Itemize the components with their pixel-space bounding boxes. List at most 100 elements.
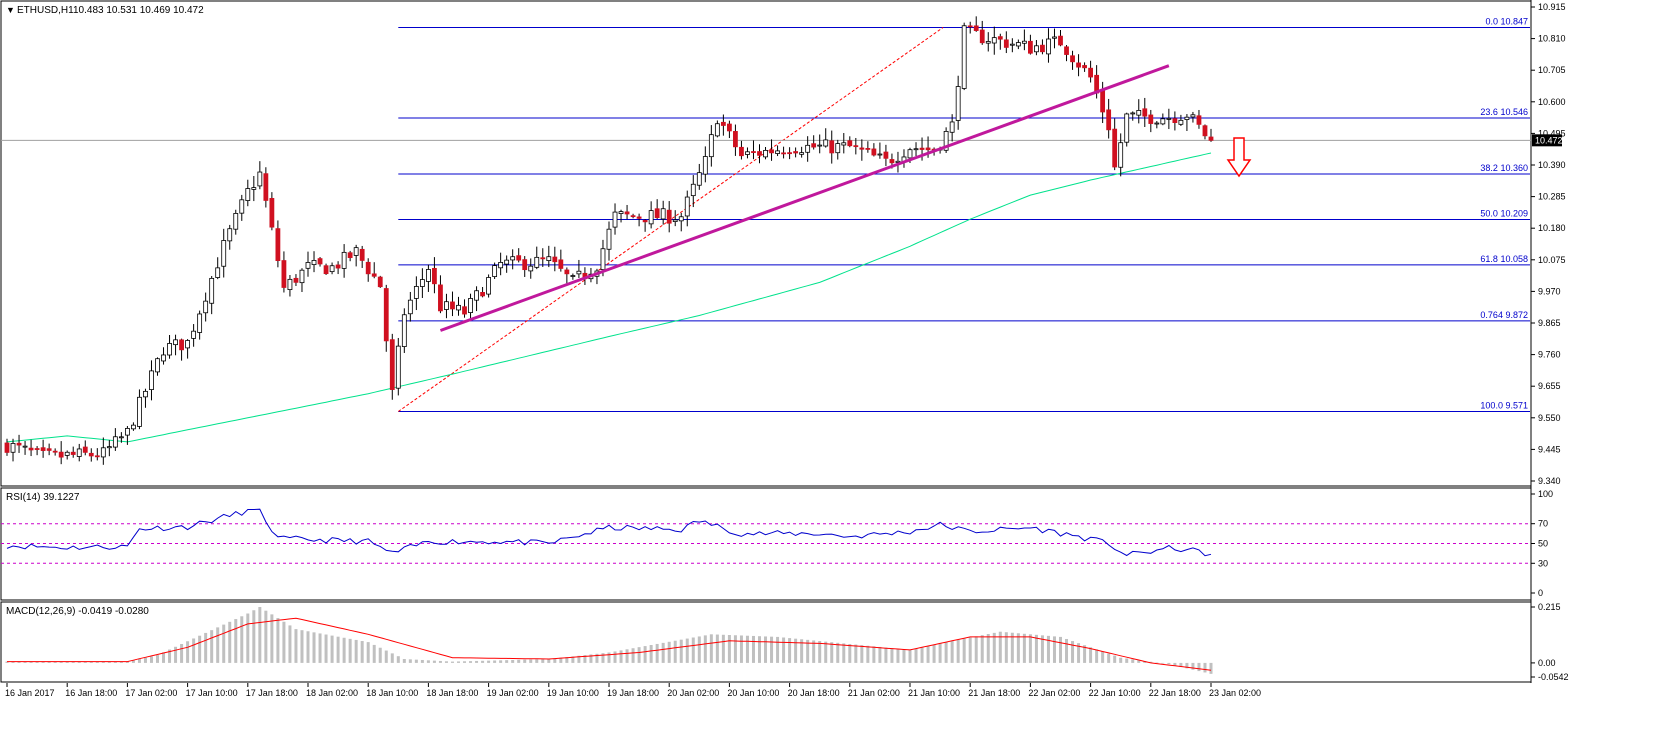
- candle[interactable]: [714, 120, 720, 138]
- candle[interactable]: [64, 450, 70, 460]
- candle[interactable]: [618, 209, 624, 223]
- candle[interactable]: [733, 124, 738, 156]
- candle[interactable]: [1070, 50, 1075, 70]
- candle[interactable]: [648, 201, 654, 229]
- candle[interactable]: [1021, 29, 1027, 51]
- candle[interactable]: [401, 308, 407, 353]
- candle[interactable]: [480, 287, 485, 298]
- macd-signal-line[interactable]: [7, 617, 1212, 671]
- candle[interactable]: [456, 296, 461, 316]
- candle[interactable]: [40, 439, 46, 458]
- candle[interactable]: [799, 146, 805, 158]
- candle[interactable]: [1130, 111, 1136, 121]
- candle[interactable]: [1124, 112, 1130, 147]
- candle[interactable]: [1208, 128, 1214, 142]
- candle[interactable]: [1064, 45, 1069, 62]
- candle[interactable]: [179, 338, 184, 361]
- candle[interactable]: [269, 192, 275, 231]
- candle[interactable]: [751, 140, 756, 160]
- candle[interactable]: [450, 291, 455, 317]
- candle[interactable]: [985, 32, 991, 52]
- candle[interactable]: [883, 144, 889, 167]
- candle[interactable]: [281, 251, 287, 293]
- candle[interactable]: [227, 224, 233, 250]
- candle[interactable]: [702, 146, 708, 183]
- candle[interactable]: [967, 21, 973, 34]
- candle[interactable]: [612, 203, 618, 235]
- candle[interactable]: [853, 137, 859, 155]
- candle[interactable]: [275, 220, 281, 268]
- candle[interactable]: [251, 176, 257, 202]
- candle[interactable]: [353, 244, 359, 267]
- candle[interactable]: [257, 161, 263, 190]
- candle[interactable]: [636, 213, 642, 227]
- candle[interactable]: [1076, 54, 1081, 77]
- candle[interactable]: [76, 443, 82, 462]
- candle[interactable]: [1196, 109, 1202, 129]
- candle[interactable]: [311, 251, 317, 273]
- candle[interactable]: [419, 268, 425, 298]
- candle[interactable]: [865, 141, 871, 153]
- candle[interactable]: [811, 135, 817, 150]
- candle[interactable]: [1166, 108, 1172, 130]
- candle[interactable]: [504, 255, 510, 273]
- candle[interactable]: [841, 133, 847, 154]
- candle[interactable]: [137, 389, 142, 430]
- candle[interactable]: [546, 245, 552, 268]
- candle[interactable]: [335, 261, 341, 275]
- candle[interactable]: [173, 334, 178, 356]
- candle[interactable]: [395, 337, 401, 396]
- candle[interactable]: [377, 275, 383, 288]
- candle[interactable]: [407, 291, 413, 322]
- candle[interactable]: [438, 275, 443, 314]
- candle[interactable]: [943, 127, 949, 153]
- candle[interactable]: [1202, 124, 1208, 140]
- candle[interactable]: [341, 244, 347, 278]
- candle[interactable]: [498, 252, 504, 276]
- candle[interactable]: [720, 114, 726, 136]
- candle[interactable]: [973, 16, 979, 32]
- candle[interactable]: [365, 258, 371, 282]
- candle[interactable]: [835, 139, 841, 160]
- candle[interactable]: [1172, 111, 1178, 131]
- candle[interactable]: [191, 324, 197, 347]
- candle[interactable]: [690, 175, 696, 208]
- candle[interactable]: [775, 145, 780, 157]
- candle[interactable]: [859, 139, 865, 161]
- candle[interactable]: [425, 264, 431, 292]
- candle[interactable]: [22, 440, 28, 455]
- candle[interactable]: [347, 250, 353, 262]
- candle[interactable]: [684, 190, 690, 227]
- rsi-line[interactable]: [6, 508, 1212, 557]
- candle[interactable]: [474, 286, 479, 312]
- candle[interactable]: [155, 357, 160, 376]
- candle[interactable]: [149, 360, 154, 401]
- candle[interactable]: [1034, 40, 1039, 56]
- candle[interactable]: [1148, 109, 1154, 133]
- candle[interactable]: [444, 293, 449, 319]
- candle[interactable]: [58, 441, 64, 465]
- candle[interactable]: [112, 428, 118, 451]
- candle[interactable]: [787, 147, 792, 160]
- candle[interactable]: [696, 163, 702, 190]
- candle[interactable]: [630, 213, 636, 219]
- candle[interactable]: [847, 136, 853, 148]
- candle[interactable]: [871, 143, 877, 157]
- candle[interactable]: [991, 26, 997, 55]
- candle[interactable]: [239, 194, 245, 221]
- candle[interactable]: [263, 167, 269, 208]
- candle[interactable]: [1009, 38, 1015, 53]
- candle[interactable]: [125, 426, 130, 445]
- candle[interactable]: [293, 274, 299, 287]
- candle[interactable]: [329, 262, 335, 275]
- candle[interactable]: [131, 422, 136, 431]
- candle[interactable]: [462, 299, 467, 318]
- candle[interactable]: [100, 437, 106, 465]
- candle[interactable]: [739, 140, 744, 160]
- candle[interactable]: [1178, 114, 1184, 126]
- candle[interactable]: [371, 262, 377, 279]
- candle[interactable]: [305, 251, 311, 277]
- candle[interactable]: [10, 438, 16, 462]
- candle[interactable]: [1118, 133, 1124, 177]
- candle[interactable]: [823, 128, 829, 148]
